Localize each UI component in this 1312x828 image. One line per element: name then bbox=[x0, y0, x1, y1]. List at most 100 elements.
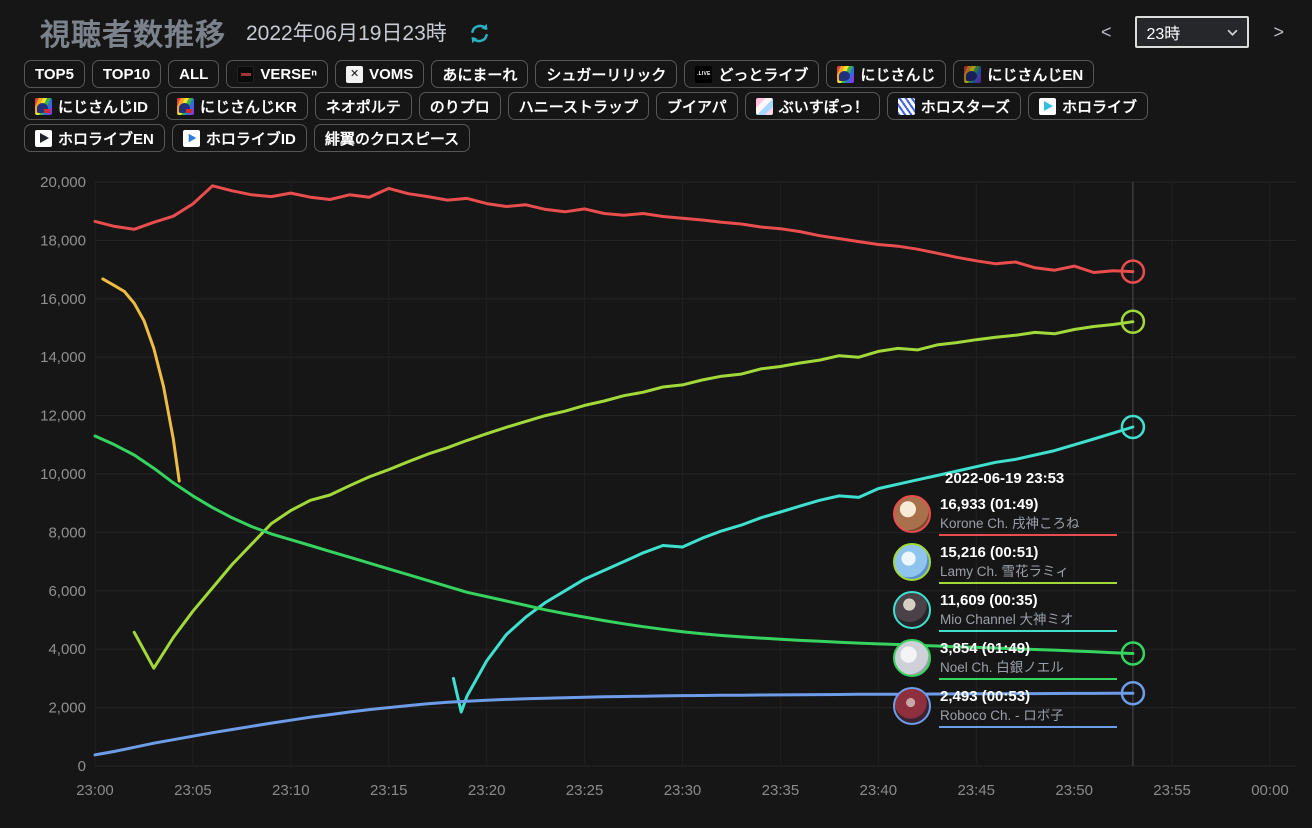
nijisanji-kr-icon bbox=[177, 97, 195, 115]
filter-label: ハニーストラップ bbox=[518, 98, 638, 116]
y-axis-label: 4,000 bbox=[48, 641, 86, 658]
hour-select[interactable]: 23時 bbox=[1135, 16, 1250, 48]
filter-button-nijisanji[interactable]: にじさんじ bbox=[826, 60, 947, 88]
dotlive-icon bbox=[695, 65, 713, 83]
filter-button-sugarlyric[interactable]: シュガーリリック bbox=[535, 60, 678, 88]
filter-button-nijisanji-en[interactable]: にじさんじEN bbox=[953, 60, 1095, 88]
end-marker-korone bbox=[1120, 259, 1146, 284]
hololive-en-icon bbox=[35, 129, 52, 147]
filter-label: ぶいすぽっ！ bbox=[778, 98, 869, 116]
filter-label: VOMS bbox=[369, 65, 414, 83]
filter-button-dotlive[interactable]: どっとライブ bbox=[684, 60, 820, 88]
x-axis-label: 23:40 bbox=[860, 782, 898, 799]
x-axis-label: 23:30 bbox=[664, 782, 702, 799]
filter-button-noripro[interactable]: のりプロ bbox=[418, 92, 501, 120]
y-axis-label: 10,000 bbox=[40, 466, 86, 483]
x-axis-label: 23:05 bbox=[174, 782, 212, 799]
refresh-icon[interactable] bbox=[467, 21, 492, 46]
filter-label: ホロスターズ bbox=[920, 98, 1010, 116]
filter-row: ホロライブEN ホロライブID 緋翼のクロスピース bbox=[24, 124, 1288, 152]
filter-button-voms[interactable]: VOMS bbox=[335, 60, 425, 88]
header-date: 2022年06月19日23時 bbox=[246, 22, 447, 45]
filter-row: TOP5 TOP10 ALL VERSEⁿ VOMS あにまーれ シュガーリリック どっとライ… bbox=[24, 60, 1288, 88]
y-axis-label: 8,000 bbox=[48, 524, 86, 541]
filter-label: にじさんじID bbox=[58, 98, 149, 116]
chevron-down-icon bbox=[1227, 29, 1239, 36]
series-line-lamy bbox=[132, 320, 1135, 670]
filter-label: どっとライブ bbox=[718, 66, 809, 84]
voms-icon bbox=[346, 65, 364, 83]
series-line-korone bbox=[93, 184, 1135, 274]
filter-button-top10[interactable]: TOP10 bbox=[91, 60, 162, 88]
page-title: 視聴者数推移 bbox=[40, 19, 226, 52]
end-marker-noel bbox=[1120, 641, 1146, 666]
filter-button-nijisanji-id[interactable]: にじさんじID bbox=[24, 92, 160, 120]
filter-row: にじさんじID にじさんじKR ネオポルテ のりプロ ハニーストラップ ブイアパ ぶいすぽっ… bbox=[24, 92, 1288, 120]
hour-nav: < 23時 > bbox=[1097, 16, 1288, 48]
x-axis-label: 23:25 bbox=[566, 782, 604, 799]
viewer-chart[interactable]: 23:00 23:05 23:10 23:15 23:20 23:25 23:30 23:35… bbox=[0, 162, 1312, 822]
filter-label: のりプロ bbox=[429, 98, 490, 116]
x-axis-label: 23:20 bbox=[468, 782, 506, 799]
filter-label: ブイアパ bbox=[666, 98, 727, 116]
filter-label: にじさんじEN bbox=[987, 66, 1084, 84]
hololive-icon bbox=[1038, 97, 1056, 115]
filter-label: ALL bbox=[179, 65, 209, 83]
series-line-ended-stream bbox=[101, 277, 181, 483]
x-axis-label: 23:55 bbox=[1153, 782, 1191, 799]
filter-button-verse[interactable]: VERSEⁿ bbox=[226, 60, 329, 88]
y-axis-label: 20,000 bbox=[40, 174, 86, 191]
filter-label: ホロライブ bbox=[1061, 98, 1137, 116]
y-axis-label: 18,000 bbox=[40, 232, 86, 249]
chart-area: 23:00 23:05 23:10 23:15 23:20 23:25 23:30 23:35… bbox=[0, 162, 1312, 822]
y-axis-label: 2,000 bbox=[48, 700, 86, 717]
next-hour-button[interactable]: > bbox=[1273, 21, 1284, 42]
filter-button-holostars[interactable]: ホロスターズ bbox=[886, 92, 1021, 120]
hour-select-value: 23時 bbox=[1146, 26, 1181, 43]
end-marker-roboco bbox=[1120, 680, 1146, 706]
verse-icon bbox=[237, 65, 255, 83]
filter-button-vapart[interactable]: ブイアパ bbox=[655, 92, 738, 120]
x-axis-label: 23:35 bbox=[762, 782, 800, 799]
filter-button-all[interactable]: ALL bbox=[168, 60, 220, 88]
filter-label: ホロライブEN bbox=[58, 130, 154, 148]
x-axis-label: 23:10 bbox=[272, 782, 310, 799]
y-axis-label: 6,000 bbox=[48, 583, 86, 600]
filter-button-animare[interactable]: あにまーれ bbox=[431, 60, 529, 88]
filter-button-hololive-id[interactable]: ホロライブID bbox=[171, 124, 307, 152]
x-axis-label: 23:00 bbox=[76, 782, 114, 799]
filter-label: TOP10 bbox=[102, 65, 151, 83]
y-axis-label: 0 bbox=[78, 758, 86, 775]
filter-button-hololive[interactable]: ホロライブ bbox=[1027, 92, 1148, 120]
end-marker-lamy bbox=[1120, 309, 1146, 334]
series-line-mio bbox=[451, 425, 1135, 714]
filter-button-nijisanji-kr[interactable]: にじさんじKR bbox=[166, 92, 308, 120]
filter-label: にじさんじ bbox=[860, 66, 936, 84]
filter-bar: TOP5 TOP10 ALL VERSEⁿ VOMS あにまーれ シュガーリリック どっとライ… bbox=[0, 58, 1312, 152]
filter-label: VERSEⁿ bbox=[260, 65, 318, 83]
y-axis-label: 14,000 bbox=[40, 349, 86, 366]
x-axis-label: 00:00 bbox=[1251, 782, 1289, 799]
prev-hour-button[interactable]: < bbox=[1100, 21, 1112, 42]
filter-label: ネオポルテ bbox=[325, 98, 401, 116]
hololive-id-icon bbox=[182, 129, 200, 147]
filter-button-vspo[interactable]: ぶいすぽっ！ bbox=[744, 92, 880, 120]
header: 視聴者数推移 2022年06月19日23時 < 23時 > bbox=[0, 0, 1312, 58]
nijisanji-id-icon bbox=[35, 97, 52, 115]
x-axis-label: 23:50 bbox=[1055, 782, 1093, 799]
filter-button-honeystrap[interactable]: ハニーストラップ bbox=[507, 92, 649, 120]
vspo-icon bbox=[755, 97, 773, 115]
filter-button-hiyoku[interactable]: 緋翼のクロスピース bbox=[313, 124, 471, 152]
y-axis-label: 16,000 bbox=[40, 291, 86, 308]
nijisanji-en-icon bbox=[964, 65, 982, 83]
filter-label: ホロライブID bbox=[205, 130, 296, 148]
filter-label: にじさんじKR bbox=[200, 98, 297, 116]
x-axis-label: 23:45 bbox=[957, 782, 995, 799]
filter-button-top5[interactable]: TOP5 bbox=[24, 60, 85, 88]
y-axis-label: 12,000 bbox=[40, 408, 86, 425]
filter-button-hololive-en[interactable]: ホロライブEN bbox=[24, 124, 165, 152]
filter-button-neoporte[interactable]: ネオポルテ bbox=[314, 92, 412, 120]
filter-label: 緋翼のクロスピース bbox=[324, 130, 460, 148]
filter-label: TOP5 bbox=[35, 65, 74, 83]
